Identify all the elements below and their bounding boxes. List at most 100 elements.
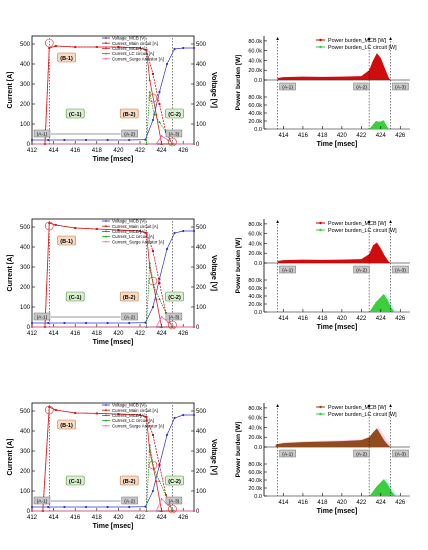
legend-label: Voltage_MCB [V] <box>112 36 145 41</box>
y-axis-label: Current [A] <box>7 255 14 292</box>
annotation-box <box>165 291 184 302</box>
data-point <box>171 509 174 512</box>
legend-label: Current_Surge Arrestor [A] <box>112 423 164 428</box>
legend-marker <box>105 240 107 243</box>
power-boundary-arrow <box>276 404 280 407</box>
power-area <box>277 242 391 263</box>
power-interval-box <box>279 82 296 91</box>
data-point <box>30 142 34 146</box>
annotation-label: (C-2) <box>168 112 181 118</box>
legend-marker <box>105 424 107 427</box>
x-tick-label: 414 <box>49 148 60 154</box>
legend-marker <box>105 37 107 39</box>
data-point <box>151 118 155 122</box>
power-y-tick-label: 80.0k <box>248 95 262 101</box>
power-y-tick-label: 0.0 <box>254 78 262 84</box>
legend-marker <box>105 419 107 422</box>
power-y-tick-label: 0.0 <box>254 261 262 267</box>
power-x-tick-label: 426 <box>395 133 406 139</box>
data-point <box>47 321 50 325</box>
data-point <box>173 509 176 513</box>
annotation-label: (B-2) <box>123 479 136 485</box>
power-x-tick-label: 414 <box>278 500 289 506</box>
data-point <box>106 321 109 325</box>
annotation-label: (B-1) <box>60 56 73 62</box>
power-x-tick-label: 424 <box>376 316 387 322</box>
legend-label: Current_MCB [A] <box>112 413 145 418</box>
legend-marker <box>105 225 107 228</box>
x-tick-label: 422 <box>135 515 146 521</box>
data-point <box>155 142 158 146</box>
power-y-tick-label: 80.0k <box>248 278 262 284</box>
series-line-0 <box>32 47 194 141</box>
power-y-tick-label: 80.0k <box>248 39 262 45</box>
power-area <box>277 53 391 80</box>
y2-tick-label: 500 <box>196 42 207 48</box>
power-interval-box <box>353 82 370 91</box>
power-legend-label: Power burden_MCB [W] <box>328 38 387 44</box>
data-point <box>192 413 196 417</box>
x-tick-label: 424 <box>157 515 168 521</box>
data-point <box>106 505 109 509</box>
legend-label: Current_Surge Arrestor [A] <box>112 56 164 61</box>
data-point <box>74 226 77 229</box>
annotation-label: (C-1) <box>69 479 82 485</box>
power-interval-label: (A-1) <box>282 268 293 274</box>
power-y-tick-label: 0.0 <box>254 310 262 316</box>
data-point <box>166 320 170 324</box>
y2-tick-label: 0 <box>196 325 200 331</box>
annotation-label: (C-2) <box>168 295 181 301</box>
data-point <box>30 321 34 325</box>
power-boundary-arrow <box>389 37 392 40</box>
x-tick-label: 412 <box>27 148 38 154</box>
interval-label: (A-1) <box>37 315 48 321</box>
x-tick-label: 424 <box>157 148 168 154</box>
power-boundary-arrow <box>367 37 371 40</box>
power-x-tick-label: 422 <box>356 316 367 322</box>
right-chart-1: 0.0 20.0k 40.0k 60.0k 80.0k 0.0 20.0k 40.0k 60.0… <box>235 219 410 331</box>
power-y-axis-label: Power burden [W] <box>235 55 242 111</box>
highlight-circle <box>44 405 54 415</box>
data-point <box>155 325 158 329</box>
series-line-3 <box>32 91 194 145</box>
data-point <box>30 509 34 513</box>
y2-tick-label: 200 <box>196 469 207 475</box>
data-point <box>158 90 161 94</box>
y2-axis-label: Voltage [V] <box>210 439 217 475</box>
data-point <box>192 142 196 146</box>
data-point <box>95 45 98 48</box>
y-tick-label: 300 <box>20 265 31 271</box>
interval-box <box>121 312 138 321</box>
interval-box <box>165 129 183 138</box>
legend-label: Current_Surge Arrestor [A] <box>112 239 164 244</box>
legend-marker <box>105 42 107 45</box>
left-chart-1: 412 414 416 418 420 422 424 426 0 100 200 300 400 500… <box>7 218 217 346</box>
annotation-box <box>65 475 85 486</box>
data-point <box>63 138 66 142</box>
x-tick-label: 416 <box>70 148 81 154</box>
power-interval-box <box>353 265 370 274</box>
y2-tick-label: 0 <box>196 142 200 148</box>
power-y-tick-label: 60.0k <box>248 416 262 422</box>
interval-box <box>121 129 138 138</box>
data-point <box>164 493 168 496</box>
data-point <box>173 142 176 146</box>
power-area <box>369 120 389 129</box>
data-point <box>171 142 174 145</box>
data-point <box>74 45 77 48</box>
data-point <box>95 412 98 415</box>
data-point <box>160 325 163 328</box>
power-area <box>275 428 391 447</box>
y2-tick-label: 500 <box>196 225 207 231</box>
interval-box <box>33 129 51 138</box>
legend-marker <box>105 235 107 238</box>
power-x-tick-label: 416 <box>298 133 309 139</box>
power-x-tick-label: 422 <box>356 133 367 139</box>
data-point <box>171 325 174 328</box>
data-point <box>117 45 120 48</box>
y-tick-label: 0 <box>27 509 31 515</box>
series-line-4 <box>32 135 194 145</box>
data-point <box>63 321 66 325</box>
power-interval-label: (A-3) <box>395 268 406 274</box>
